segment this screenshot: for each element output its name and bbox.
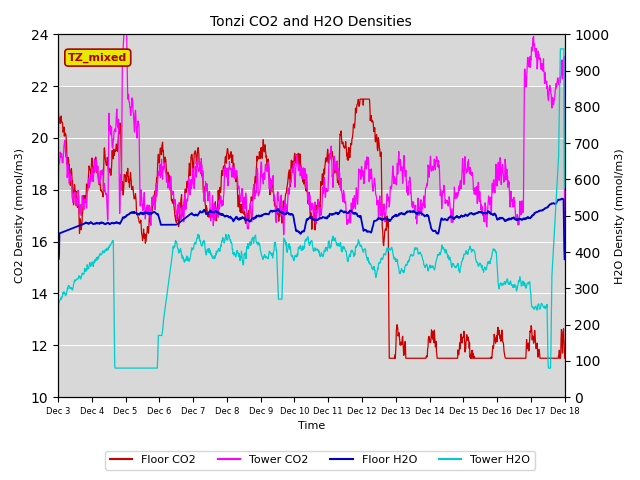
X-axis label: Time: Time [298,421,325,432]
Y-axis label: CO2 Density (mmol/m3): CO2 Density (mmol/m3) [15,148,25,283]
Y-axis label: H2O Density (mmol/m3): H2O Density (mmol/m3) [615,148,625,284]
Legend: Floor CO2, Tower CO2, Floor H2O, Tower H2O: Floor CO2, Tower CO2, Floor H2O, Tower H… [105,451,535,469]
Title: Tonzi CO2 and H2O Densities: Tonzi CO2 and H2O Densities [211,15,412,29]
Bar [58,86,564,190]
Text: TZ_mixed: TZ_mixed [68,52,127,63]
